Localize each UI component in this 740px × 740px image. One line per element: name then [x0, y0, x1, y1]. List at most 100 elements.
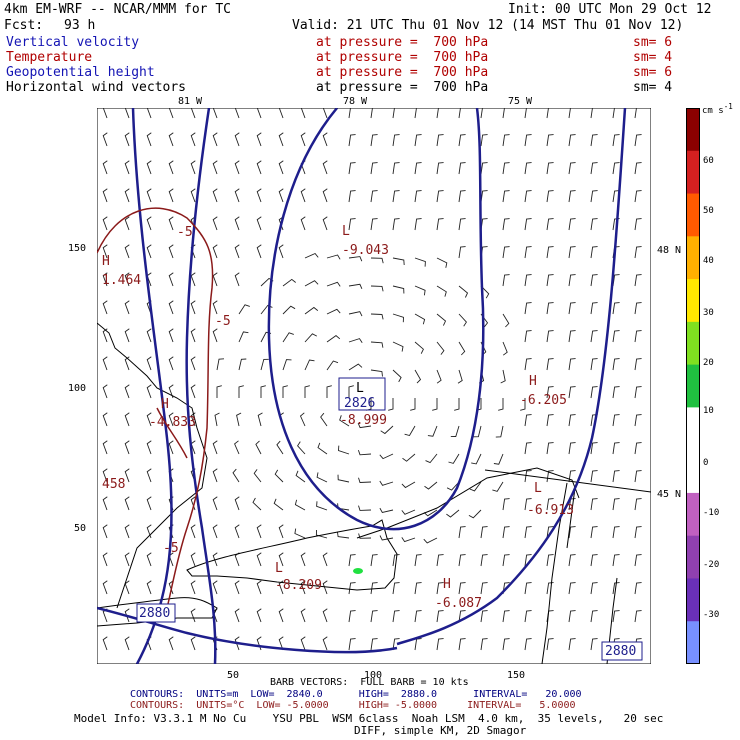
wind-barb: [423, 537, 438, 544]
wind-barb: [253, 469, 262, 483]
wind-barb: [124, 440, 130, 455]
wind-barb: [392, 554, 400, 567]
wind-barb: [234, 440, 240, 455]
low-symbol: L: [342, 224, 350, 239]
wind-barb: [634, 108, 637, 119]
colorbar-segment: [686, 108, 700, 152]
wind-barb: [590, 554, 598, 567]
wind-barb: [238, 304, 250, 315]
wind-barb: [348, 311, 363, 317]
wind-barb: [294, 528, 306, 539]
wind-barb: [348, 134, 356, 147]
wind-barb: [546, 162, 554, 175]
wind-barb: [190, 608, 196, 623]
western-coast: [97, 322, 208, 609]
wind-barb: [448, 453, 460, 464]
wind-barb: [338, 445, 350, 455]
wind-barb: [216, 358, 225, 371]
wind-barb: [315, 529, 328, 539]
map-annotations: L -9.043 H 1.464 -5 -5 -5 H -4.833 458 L…: [102, 224, 636, 659]
wind-barb: [348, 283, 363, 289]
wind-barb: [102, 496, 108, 511]
wind-barb: [168, 244, 174, 259]
wind-barb: [278, 132, 284, 147]
wind-barb: [392, 190, 400, 203]
wind-barb: [190, 356, 196, 371]
height-contours: [97, 108, 627, 664]
wind-barb: [102, 188, 108, 203]
wind-barb: [124, 524, 130, 539]
wind-barb: [590, 162, 598, 175]
wind-barb: [524, 470, 532, 483]
wind-barb: [102, 468, 108, 483]
colorbar-segment: [686, 492, 700, 537]
wind-barb: [278, 244, 284, 259]
wind-barb: [212, 108, 218, 119]
wind-barb: [238, 385, 244, 398]
field-level: at pressure = 700 hPa: [316, 65, 489, 80]
wind-barb: [410, 398, 416, 411]
wind-barb: [124, 496, 130, 511]
high-value: -6.205: [520, 393, 567, 408]
wind-barb: [524, 274, 532, 287]
wind-barb: [568, 470, 576, 483]
wind-barb: [458, 554, 466, 567]
wind-barb: [256, 160, 262, 175]
wind-barb: [414, 218, 422, 231]
wind-barb: [524, 134, 532, 147]
wind-barb: [256, 188, 262, 203]
wind-barb: [590, 498, 598, 511]
wind-barb: [102, 580, 108, 595]
wind-barb: [546, 358, 554, 371]
wind-barb: [232, 468, 240, 483]
low-value: -8.999: [340, 413, 387, 428]
temp-label: -5: [163, 541, 179, 556]
wind-barb: [370, 610, 378, 623]
wind-barb: [348, 256, 363, 262]
wind-barb: [498, 398, 504, 411]
wind-barb: [414, 582, 422, 595]
wind-barb: [546, 386, 554, 399]
colorbar-segment: [686, 621, 700, 664]
wind-barb: [546, 526, 554, 539]
wind-barb: [568, 190, 576, 203]
temp-contour-top: [97, 207, 214, 609]
wind-barb: [546, 302, 554, 315]
wind-barb: [634, 274, 642, 287]
wind-barb: [568, 442, 576, 455]
wind-barb: [358, 477, 372, 483]
wind-barb: [480, 108, 483, 119]
wind-barb: [568, 582, 576, 595]
wind-barb: [590, 302, 598, 315]
wind-barb: [348, 338, 363, 344]
wind-barb: [480, 554, 488, 567]
wind-barb: [546, 108, 549, 119]
low-symbol: L: [356, 381, 364, 396]
wind-barb: [568, 218, 576, 231]
wind-barb: [256, 132, 262, 147]
wind-barb: [370, 218, 378, 231]
lake-erie-shore: [97, 597, 218, 627]
wind-barb: [634, 358, 642, 371]
wind-barb: [348, 582, 356, 595]
wind-barb: [102, 636, 108, 651]
wind-barb: [634, 526, 642, 539]
wind-barb: [458, 341, 466, 356]
wind-barb: [590, 218, 598, 231]
wind-barb: [480, 162, 488, 175]
wind-barb: [238, 331, 249, 343]
y-tick-label: 150: [68, 243, 87, 254]
wind-barb: [348, 638, 356, 651]
wind-barb: [546, 190, 554, 203]
wind-barb: [502, 526, 510, 539]
wind-barb: [502, 554, 510, 567]
wind-barb: [414, 285, 426, 296]
wind-barb: [436, 554, 444, 567]
field-name-vertical-velocity: Vertical velocity: [6, 35, 140, 50]
wind-barb: [590, 246, 598, 259]
wind-barb: [370, 162, 378, 175]
wind-barb: [568, 554, 576, 567]
wind-barb: [379, 480, 394, 486]
model-title: 4km EM-WRF -- NCAR/MMM for TC: [4, 2, 231, 17]
colorbar-label: -20: [703, 560, 720, 570]
